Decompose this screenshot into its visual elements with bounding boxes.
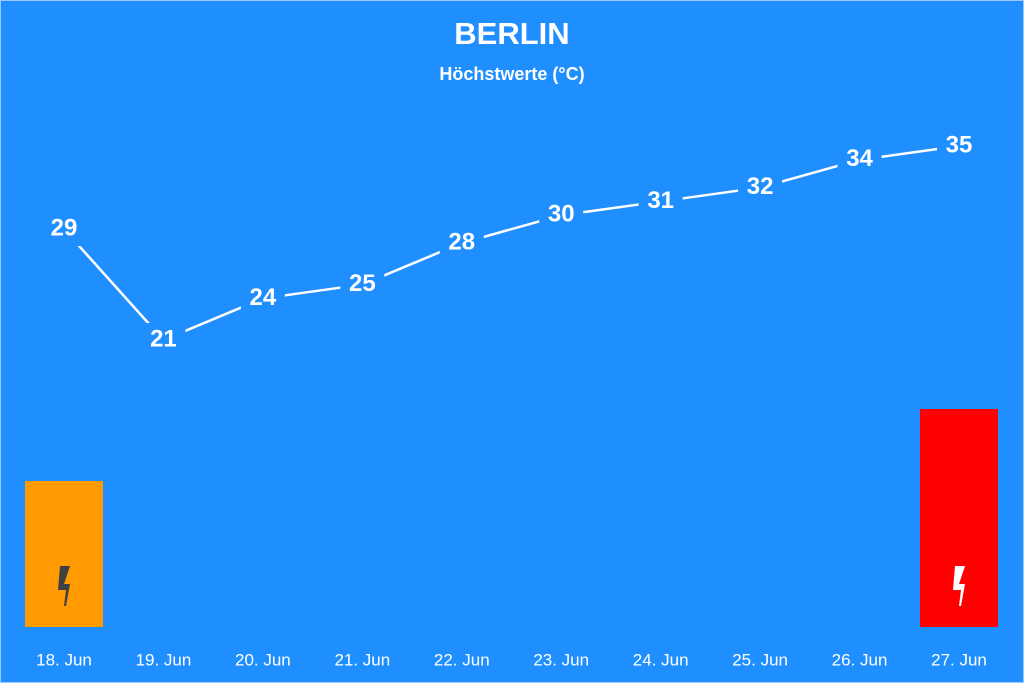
- line: [63, 144, 960, 342]
- label-background: [539, 198, 584, 233]
- data-label: 35: [946, 131, 973, 158]
- label-background: [340, 267, 385, 302]
- label-background: [42, 212, 86, 247]
- label-background: [937, 129, 981, 163]
- data-label: 21: [150, 325, 177, 352]
- x-tick-label: 19. Jun: [136, 650, 192, 669]
- label-background: [141, 323, 186, 357]
- data-label: 31: [647, 187, 674, 214]
- x-tick-label: 26. Jun: [832, 650, 888, 669]
- data-label: 34: [846, 145, 873, 172]
- data-label: 32: [747, 173, 774, 200]
- data-label: 28: [448, 228, 475, 255]
- data-label: 24: [250, 284, 277, 311]
- x-tick-label: 18. Jun: [36, 650, 92, 669]
- x-tick-label: 22. Jun: [434, 650, 490, 669]
- plot: 29 21 24 25 28 30 31 32 34 35 18. Jun 19. Jun 20. Ju…: [36, 129, 987, 669]
- label-background: [738, 170, 783, 205]
- label-background: [837, 142, 882, 177]
- x-tick-label: 21. Jun: [334, 650, 390, 669]
- x-tick-label: 25. Jun: [732, 650, 788, 669]
- data-label: 30: [548, 201, 575, 228]
- label-background: [439, 226, 484, 260]
- x-tick-label: 24. Jun: [633, 650, 689, 669]
- chart-subtitle: Höchstwerte (°C): [439, 64, 584, 84]
- data-label: 29: [51, 214, 78, 241]
- label-background: [240, 281, 285, 316]
- x-tick-label: 23. Jun: [533, 650, 589, 669]
- x-tick-label: 20. Jun: [235, 650, 291, 669]
- label-background: [638, 184, 683, 219]
- data-label: 25: [349, 270, 376, 297]
- chart-title: BERLIN: [454, 16, 569, 51]
- x-tick-label: 27. Jun: [931, 650, 987, 669]
